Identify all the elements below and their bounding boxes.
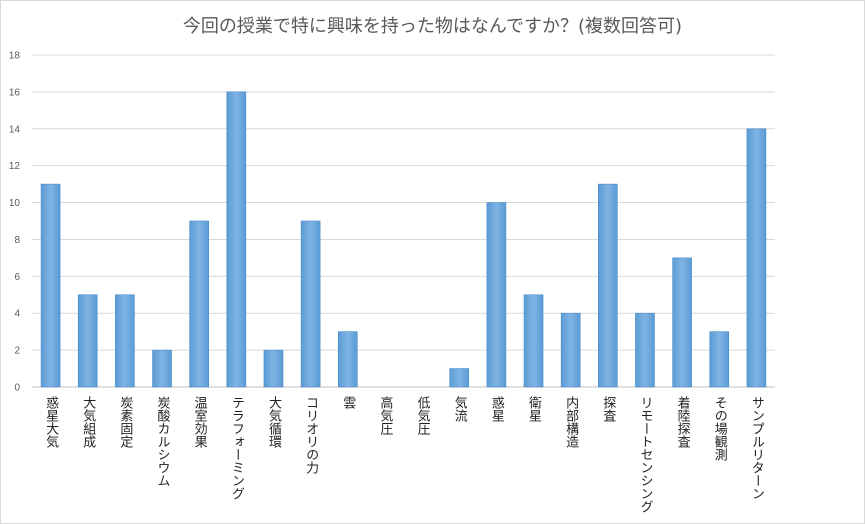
category-label: 探査	[600, 396, 616, 422]
y-tick-label: 10	[9, 198, 21, 209]
y-tick-label: 18	[9, 51, 21, 62]
category-label: 炭素固定	[117, 396, 133, 449]
category-label: コリオリの力	[303, 396, 319, 475]
bar	[709, 331, 730, 388]
y-tick-label: 16	[9, 87, 21, 98]
category-label: 衛星	[526, 396, 542, 422]
category-label: 惑星	[489, 395, 505, 422]
category-label: 炭酸カルシウム	[155, 396, 171, 487]
category-label: 雲	[340, 396, 356, 409]
category-label: 低気圧	[415, 396, 431, 435]
bar	[263, 349, 284, 388]
bar	[189, 220, 209, 388]
bar	[486, 202, 507, 388]
category-label: 惑星大気	[43, 395, 59, 449]
bar	[523, 294, 544, 388]
bar	[560, 312, 581, 388]
category-label: リモートセンシング	[637, 396, 653, 513]
category-label: 大気組成	[80, 396, 96, 449]
category-label: サンプルリターン	[749, 396, 764, 500]
y-tick-label: 2	[14, 346, 20, 357]
category-label: その場観測	[712, 396, 728, 461]
y-tick-label: 4	[14, 309, 20, 320]
category-label: テラフォーミング	[229, 396, 245, 500]
y-tick-label: 12	[9, 161, 21, 172]
bar	[598, 183, 618, 388]
bar	[152, 349, 172, 388]
category-label: 大気循環	[266, 396, 282, 448]
y-tick-label: 14	[9, 124, 21, 135]
category-label: 温室効果	[192, 396, 208, 448]
chart-title: 今回の授業で特に興味を持った物はなんですか？(複数回答可)	[182, 16, 683, 37]
bar	[115, 294, 135, 388]
bar	[337, 331, 358, 388]
y-tick-label: 8	[14, 235, 20, 246]
bar	[40, 183, 61, 388]
y-tick-label: 6	[14, 272, 20, 283]
bar	[635, 312, 655, 388]
bar	[746, 128, 767, 388]
y-tick-label: 0	[14, 383, 20, 394]
bar	[300, 220, 321, 388]
bar	[449, 368, 470, 388]
category-label: 気流	[452, 395, 468, 422]
bar	[77, 294, 98, 388]
category-label: 高気圧	[377, 395, 393, 435]
category-label: 着陸探査	[675, 395, 691, 448]
category-label: 内部構造	[563, 395, 579, 449]
bar	[672, 257, 692, 388]
bar	[226, 91, 247, 388]
